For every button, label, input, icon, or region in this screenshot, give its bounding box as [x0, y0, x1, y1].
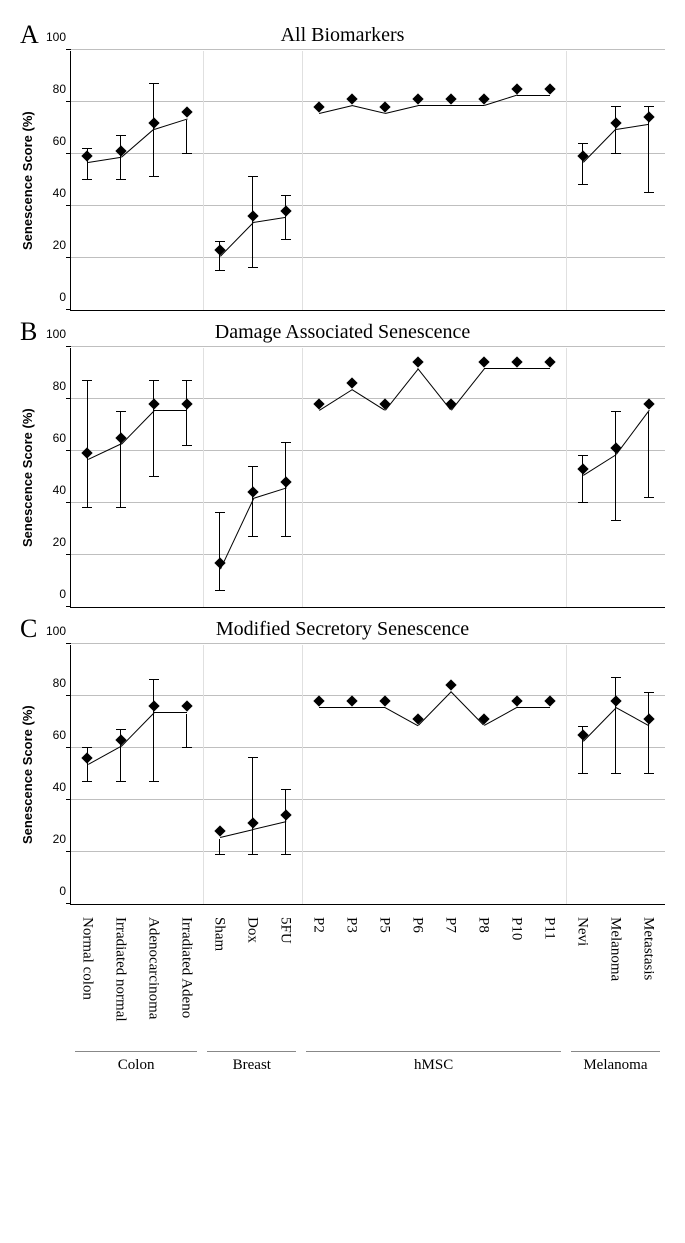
plot-wrap: Senescence Score (%) 020406080100 [20, 51, 665, 311]
x-tick-label: P11 [541, 917, 558, 940]
data-marker [148, 117, 159, 128]
x-tick-label: P6 [409, 917, 426, 933]
data-marker [280, 205, 291, 216]
y-tick-column: 020406080100 [42, 645, 70, 905]
group-underline [207, 1051, 296, 1052]
x-tick-label: Nevi [574, 917, 591, 946]
y-tick-label: 100 [46, 30, 66, 44]
data-marker [181, 398, 192, 409]
plot-area [70, 51, 665, 311]
plot-wrap: Senescence Score (%) 020406080100 [20, 348, 665, 608]
y-axis-label: Senescence Score (%) [20, 348, 42, 608]
panel-title: All Biomarkers [20, 20, 665, 47]
x-tick-label: 5FU [276, 917, 293, 944]
data-marker [247, 211, 258, 222]
data-marker [280, 810, 291, 821]
panel-letter: C [20, 614, 37, 644]
x-tick-label: P2 [309, 917, 326, 933]
group-labels: Colon Breast hMSC Melanoma [70, 1051, 665, 1099]
data-marker [346, 94, 357, 105]
y-axis-label: Senescence Score (%) [20, 645, 42, 905]
group-label: hMSC [414, 1057, 453, 1074]
data-marker [181, 107, 192, 118]
y-tick-label: 40 [53, 780, 66, 794]
x-tick-label: P7 [442, 917, 459, 933]
x-tick-label: P10 [508, 917, 525, 940]
data-marker [148, 701, 159, 712]
group-label: Breast [233, 1057, 271, 1074]
data-marker [610, 117, 621, 128]
y-tick-label: 80 [53, 82, 66, 96]
x-tick-label: Dox [243, 917, 260, 943]
panel-letter: B [20, 317, 37, 347]
x-tick-label: Metastasis [640, 917, 657, 980]
data-marker [379, 695, 390, 706]
panel-title: Modified Secretory Senescence [20, 614, 665, 641]
x-tick-label: Irradiated normal [111, 917, 128, 1022]
data-marker [445, 680, 456, 691]
data-marker [511, 695, 522, 706]
y-tick-label: 60 [53, 728, 66, 742]
y-tick-label: 40 [53, 186, 66, 200]
x-tick-label: P5 [376, 917, 393, 933]
y-tick-label: 80 [53, 379, 66, 393]
data-marker [313, 695, 324, 706]
data-marker [478, 357, 489, 368]
x-tick-label: P3 [342, 917, 359, 933]
data-marker [346, 695, 357, 706]
x-tick-label: Adenocarcinoma [144, 917, 161, 1019]
x-tick-label: P8 [475, 917, 492, 933]
y-tick-label: 40 [53, 483, 66, 497]
y-tick-label: 20 [53, 535, 66, 549]
plot-wrap: Senescence Score (%) 020406080100 [20, 645, 665, 905]
panel-a: A All Biomarkers Senescence Score (%) 0 2… [20, 20, 665, 311]
y-tick-column: 020406080100 [42, 51, 70, 311]
data-marker [148, 398, 159, 409]
group-underline [306, 1051, 561, 1052]
y-tick-label: 60 [53, 431, 66, 445]
panel-title: Damage Associated Senescence [20, 317, 665, 344]
y-tick-label: 20 [53, 238, 66, 252]
group-underline [75, 1051, 197, 1052]
y-tick-label: 0 [59, 884, 66, 898]
data-marker [643, 398, 654, 409]
y-tick-label: 0 [59, 587, 66, 601]
panel-letter: A [20, 20, 39, 50]
group-label: Colon [118, 1057, 155, 1074]
data-marker [544, 695, 555, 706]
data-marker [445, 94, 456, 105]
data-marker [346, 378, 357, 389]
y-tick-label: 60 [53, 134, 66, 148]
x-tick-label: Melanoma [607, 917, 624, 981]
panel-b: B Damage Associated Senescence Senescenc… [20, 317, 665, 608]
data-marker [511, 83, 522, 94]
x-tick-label: Irradiated Adeno [177, 917, 194, 1018]
data-marker [280, 476, 291, 487]
y-axis-label: Senescence Score (%) [20, 51, 42, 311]
plot-area [70, 645, 665, 905]
x-tick-label: Sham [210, 917, 227, 951]
data-marker [610, 695, 621, 706]
data-marker [643, 112, 654, 123]
data-marker [511, 357, 522, 368]
y-tick-label: 20 [53, 832, 66, 846]
data-marker [412, 357, 423, 368]
data-marker [412, 94, 423, 105]
figure: A All Biomarkers Senescence Score (%) 0 2… [20, 20, 665, 1099]
data-marker [181, 701, 192, 712]
x-labels: Normal colon Irradiated normal Adenocarcin… [70, 911, 665, 1051]
x-tick-label: Normal colon [78, 917, 95, 1000]
y-tick-label: 100 [46, 624, 66, 638]
plot-area [70, 348, 665, 608]
data-marker [544, 357, 555, 368]
panel-c: C Modified Secretory Senescence Senescen… [20, 614, 665, 905]
y-tick-column: 020406080100 [42, 348, 70, 608]
group-label: Melanoma [583, 1057, 647, 1074]
y-tick-label: 0 [59, 290, 66, 304]
y-tick-label: 100 [46, 327, 66, 341]
y-tick-label: 80 [53, 676, 66, 690]
data-marker [544, 83, 555, 94]
group-underline [571, 1051, 660, 1052]
